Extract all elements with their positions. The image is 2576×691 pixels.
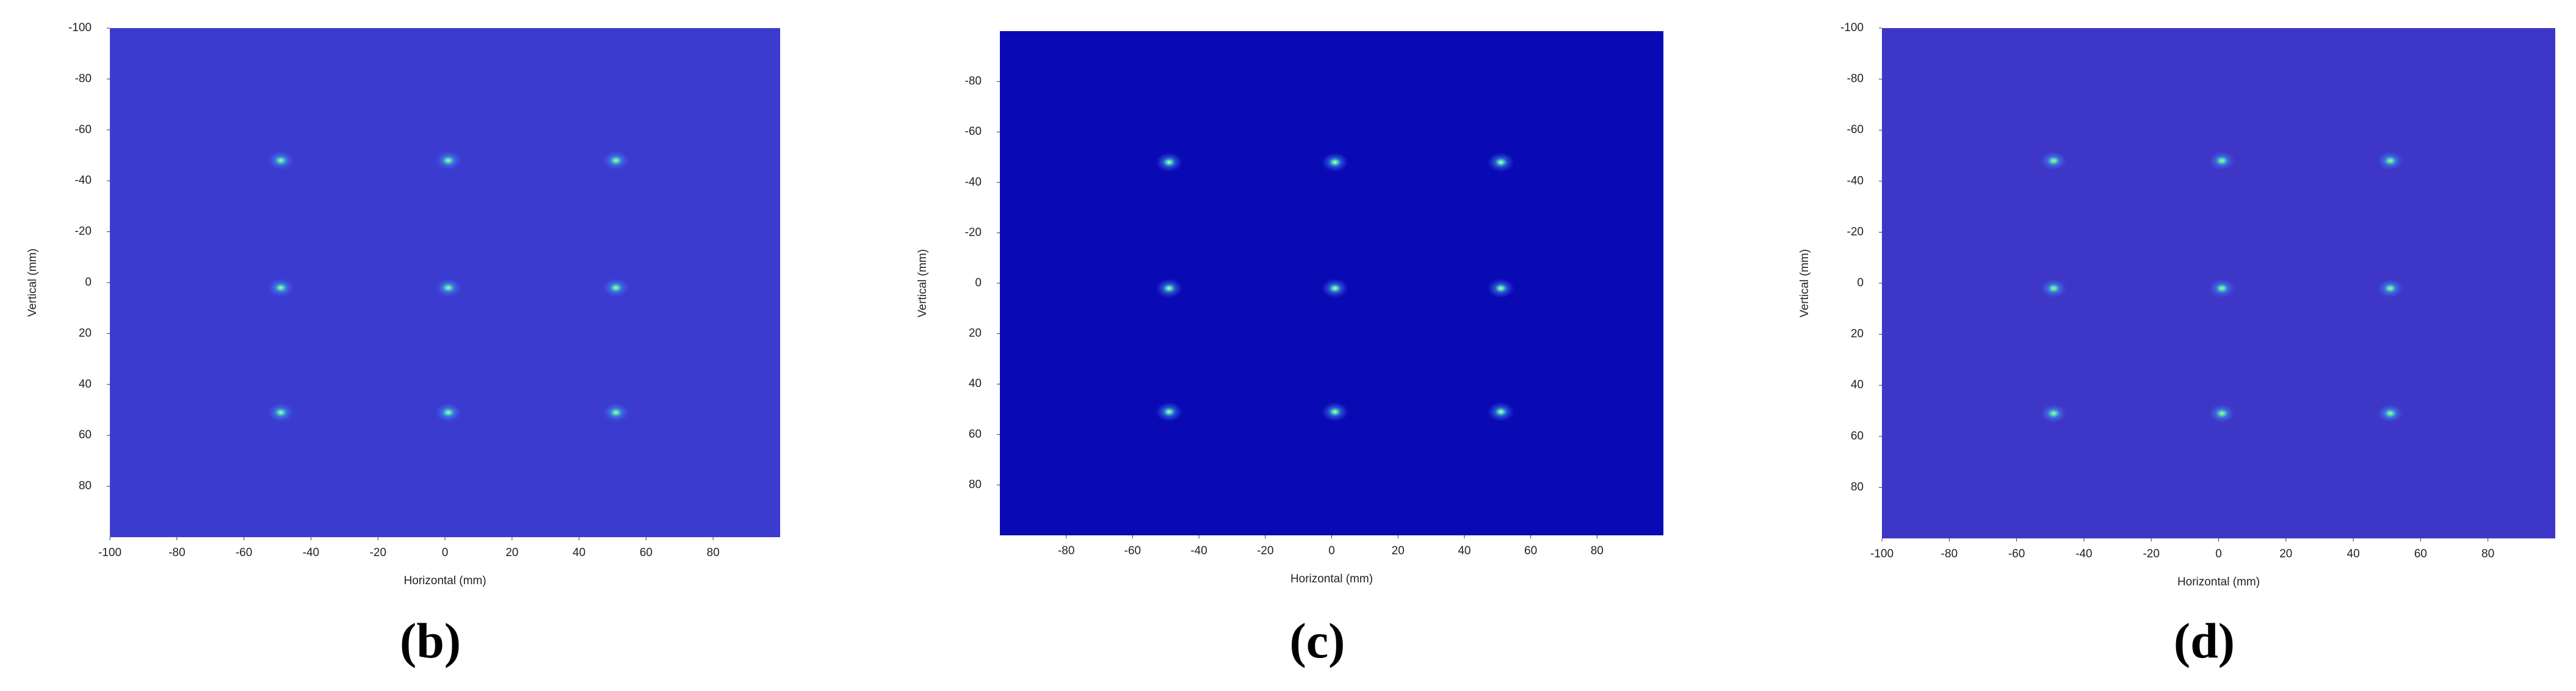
spot bbox=[2209, 403, 2236, 424]
y-tick-label: 60 bbox=[1851, 430, 1864, 443]
y-tick-label: -60 bbox=[75, 123, 92, 136]
y-tick-label: 40 bbox=[1851, 378, 1864, 391]
x-tick-label: 80 bbox=[707, 546, 720, 559]
x-tick-label: -100 bbox=[1870, 548, 1894, 560]
x-tick-label: -100 bbox=[98, 546, 121, 559]
x-tick-label: -80 bbox=[1058, 544, 1074, 557]
y-tick-label: -100 bbox=[68, 21, 92, 34]
spot bbox=[267, 278, 294, 298]
y-tick-label: 40 bbox=[969, 377, 982, 390]
x-tick-label: -80 bbox=[168, 546, 185, 559]
x-tick-label: -40 bbox=[2075, 548, 2092, 560]
y-tick-label: 80 bbox=[969, 478, 982, 491]
spot bbox=[2040, 278, 2068, 298]
spot bbox=[267, 402, 294, 422]
x-tick-label: 0 bbox=[1328, 544, 1335, 557]
y-tick-label: -80 bbox=[75, 72, 92, 85]
y-axis-label: Vertical (mm) bbox=[916, 249, 929, 317]
x-tick-label: -20 bbox=[1257, 544, 1273, 557]
x-tick-label: 20 bbox=[2279, 548, 2292, 560]
y-tick-label: 0 bbox=[1857, 277, 1864, 289]
y-tick-label: -60 bbox=[965, 125, 982, 138]
x-tick-label: 40 bbox=[573, 546, 585, 559]
y-tick-label: -40 bbox=[75, 174, 92, 187]
spot bbox=[267, 150, 294, 170]
y-tick-label: -100 bbox=[1840, 21, 1864, 34]
x-tick-label: -20 bbox=[2143, 548, 2159, 560]
x-tick-label: 20 bbox=[1392, 544, 1405, 557]
y-tick-label: 40 bbox=[79, 378, 92, 391]
spot bbox=[1156, 152, 1183, 172]
y-tick-label: 60 bbox=[79, 429, 92, 441]
spot bbox=[1156, 402, 1183, 422]
x-axis-label: Horizontal (mm) bbox=[1290, 573, 1373, 585]
spot bbox=[1321, 152, 1348, 172]
y-tick-label: -80 bbox=[965, 75, 982, 88]
spot bbox=[2209, 278, 2236, 298]
x-tick-label: 60 bbox=[640, 546, 653, 559]
y-tick-label: 80 bbox=[1851, 480, 1864, 493]
y-tick-label: -40 bbox=[1847, 175, 1864, 187]
y-tick-label: 60 bbox=[969, 428, 982, 441]
spot bbox=[1487, 402, 1514, 422]
spot bbox=[1487, 152, 1514, 172]
spot bbox=[2209, 151, 2236, 171]
y-tick-label: -40 bbox=[965, 176, 982, 189]
x-tick-label: 60 bbox=[1524, 544, 1537, 557]
y-axis-label: Vertical (mm) bbox=[26, 248, 39, 317]
y-tick-label: -60 bbox=[1847, 123, 1864, 136]
y-tick-label: 0 bbox=[85, 276, 92, 289]
x-tick-label: -60 bbox=[236, 546, 252, 559]
x-tick-label: 20 bbox=[505, 546, 518, 559]
spot bbox=[2040, 151, 2068, 171]
x-axis-label: Horizontal (mm) bbox=[403, 574, 486, 587]
x-tick-label: -20 bbox=[369, 546, 386, 559]
y-tick-label: -20 bbox=[1847, 225, 1864, 238]
x-tick-label: 80 bbox=[1591, 544, 1604, 557]
spot bbox=[1321, 278, 1348, 298]
spot bbox=[435, 150, 462, 170]
spot bbox=[602, 150, 629, 170]
spot bbox=[602, 278, 629, 298]
x-tick-label: 80 bbox=[2481, 548, 2494, 560]
y-tick-label: 80 bbox=[79, 480, 92, 493]
y-tick-label: 20 bbox=[1851, 328, 1864, 341]
spot bbox=[435, 402, 462, 422]
y-tick-label: 0 bbox=[975, 277, 982, 289]
y-tick-label: -80 bbox=[1847, 73, 1864, 85]
y-tick-label: 20 bbox=[79, 327, 92, 339]
spot bbox=[602, 402, 629, 422]
y-tick-label: -20 bbox=[75, 225, 92, 238]
x-axis-label: Horizontal (mm) bbox=[2177, 576, 2260, 588]
spot bbox=[2376, 278, 2404, 298]
x-tick-label: -60 bbox=[1124, 544, 1141, 557]
spot bbox=[1156, 278, 1183, 298]
y-tick-label: 20 bbox=[969, 327, 982, 340]
panel-label: (c) bbox=[1289, 613, 1345, 668]
spot bbox=[1487, 278, 1514, 298]
y-axis-label: Vertical (mm) bbox=[1798, 249, 1811, 317]
x-tick-label: -40 bbox=[1190, 544, 1207, 557]
spot bbox=[435, 278, 462, 298]
x-tick-label: 60 bbox=[2414, 548, 2427, 560]
panel-label: (d) bbox=[2174, 613, 2235, 668]
panel-label: (b) bbox=[400, 613, 461, 668]
x-tick-label: -60 bbox=[2008, 548, 2025, 560]
x-tick-label: 0 bbox=[2215, 548, 2222, 560]
x-tick-label: 40 bbox=[2347, 548, 2360, 560]
spot bbox=[1321, 402, 1348, 422]
x-tick-label: 40 bbox=[1458, 544, 1471, 557]
x-tick-label: -40 bbox=[303, 546, 319, 559]
y-tick-label: -20 bbox=[965, 226, 982, 239]
x-tick-label: 0 bbox=[442, 546, 449, 559]
spot bbox=[2376, 151, 2404, 171]
spot bbox=[2376, 403, 2404, 424]
spot bbox=[2040, 403, 2068, 424]
x-tick-label: -80 bbox=[1941, 548, 1958, 560]
